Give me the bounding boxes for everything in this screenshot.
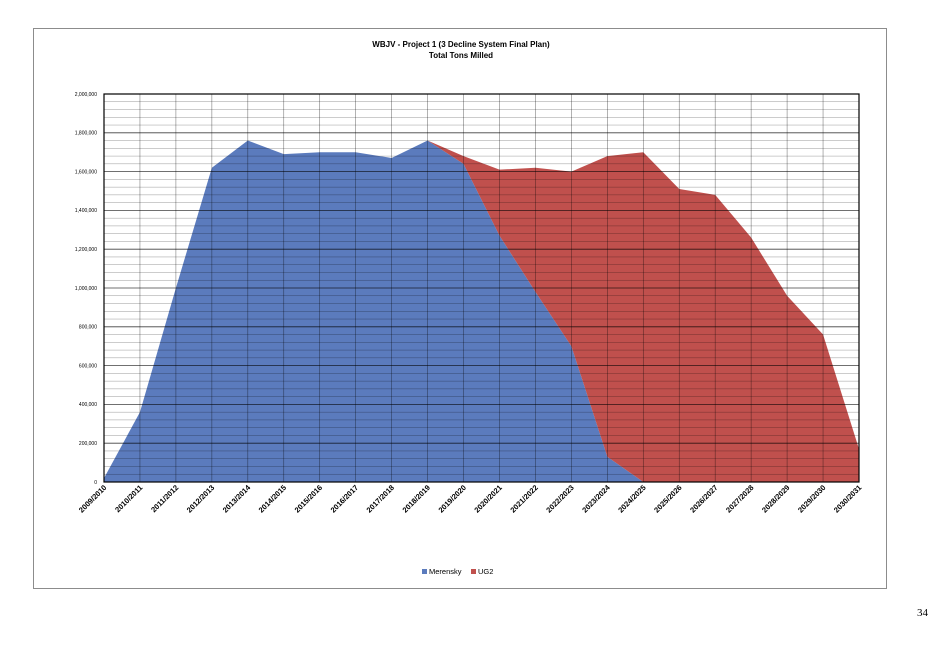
x-tick-label: 2024/2025 — [616, 483, 647, 514]
x-tick-label: 2026/2027 — [688, 483, 719, 514]
x-tick-label: 2022/2023 — [544, 483, 575, 514]
area-ug2 — [104, 140, 859, 482]
legend: Merensky UG2 — [422, 567, 493, 576]
chart-title: WBJV - Project 1 (3 Decline System Final… — [372, 40, 550, 49]
x-tick-label: 2017/2018 — [365, 483, 396, 514]
x-tick-label: 2016/2017 — [329, 483, 360, 514]
y-tick-label: 200,000 — [79, 441, 97, 447]
x-tick-label: 2019/2020 — [437, 483, 468, 514]
x-tick-label: 2020/2021 — [472, 483, 503, 514]
legend-label-merensky: Merensky — [429, 567, 462, 576]
y-tick-label: 2,000,000 — [75, 92, 97, 98]
chart-subtitle: Total Tons Milled — [429, 51, 493, 60]
x-tick-label: 2018/2019 — [401, 483, 432, 514]
y-tick-label: 1,800,000 — [75, 131, 97, 137]
x-tick-label: 2028/2029 — [760, 483, 791, 514]
x-tick-label: 2027/2028 — [724, 483, 755, 514]
x-tick-label: 2023/2024 — [580, 482, 612, 514]
x-tick-label: 2011/2012 — [149, 483, 180, 514]
legend-swatch-ug2 — [471, 569, 476, 574]
x-tick-label: 2014/2015 — [257, 483, 288, 514]
y-tick-label: 800,000 — [79, 325, 97, 331]
legend-label-ug2: UG2 — [478, 567, 493, 576]
chart-svg: WBJV - Project 1 (3 Decline System Final… — [75, 40, 864, 576]
x-tick-label: 2012/2013 — [185, 483, 216, 514]
x-tick-label: 2013/2014 — [221, 482, 253, 514]
y-tick-label: 1,400,000 — [75, 208, 97, 214]
x-tick-label: 2029/2030 — [796, 483, 827, 514]
plot-border — [103, 93, 860, 483]
y-tick-label: 600,000 — [79, 363, 97, 369]
axes — [103, 93, 860, 483]
x-tick-labels: 2009/2010 2010/2011 2011/2012 2012/2013 2013… — [77, 482, 863, 514]
x-tick-label: 2025/2026 — [652, 483, 683, 514]
x-tick-label: 2009/2010 — [77, 483, 108, 514]
chart-frame: WBJV - Project 1 (3 Decline System Final… — [33, 28, 887, 589]
x-tick-label: 2030/2031 — [832, 483, 863, 514]
x-tick-label: 2010/2011 — [113, 483, 144, 514]
x-tick-label: 2015/2016 — [293, 483, 324, 514]
x-tick-label: 2021/2022 — [508, 483, 539, 514]
area-series-group — [104, 140, 859, 482]
y-tick-labels: 0 200,000 400,000 600,000 800,000 1,000,000 1,… — [75, 92, 97, 486]
area-merensky — [104, 140, 859, 482]
y-tick-label: 0 — [94, 480, 97, 486]
y-tick-label: 400,000 — [79, 402, 97, 408]
y-tick-label: 1,600,000 — [75, 169, 97, 175]
y-tick-label: 1,200,000 — [75, 247, 97, 253]
y-tick-label: 1,000,000 — [75, 286, 97, 292]
page-number: 34 — [917, 607, 928, 619]
legend-swatch-merensky — [422, 569, 427, 574]
